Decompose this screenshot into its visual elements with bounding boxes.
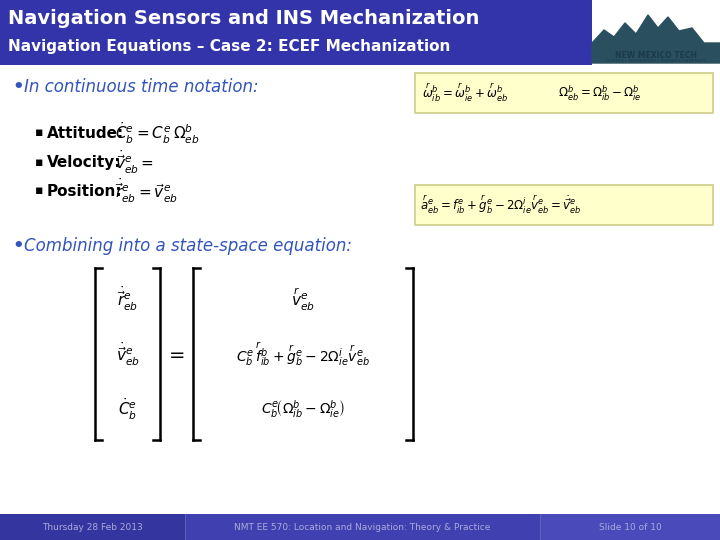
Text: $\dot{\vec{r}}_{eb}^{e} = \vec{v}_{eb}^{e}$: $\dot{\vec{r}}_{eb}^{e} = \vec{v}_{eb}^{… [115, 177, 178, 205]
Text: $\dot{C}_{b}^{e}$: $\dot{C}_{b}^{e}$ [119, 396, 138, 422]
Text: $\dot{C}_{b}^{e} = C_{b}^{e}\,\Omega_{eb}^{b}$: $\dot{C}_{b}^{e} = C_{b}^{e}\,\Omega_{eb… [115, 120, 199, 146]
Bar [540, 514, 720, 540]
Text: SCIENCE • ENGINEERING • RESEARCH UNIVERSITY: SCIENCE • ENGINEERING • RESEARCH UNIVERS… [607, 59, 706, 63]
Bar [185, 514, 540, 540]
Text: $\dot{\vec{r}}_{eb}^{e}$: $\dot{\vec{r}}_{eb}^{e}$ [117, 285, 139, 313]
Text: NEW MEXICO TECH: NEW MEXICO TECH [615, 51, 697, 59]
Text: Navigation Sensors and INS Mechanization: Navigation Sensors and INS Mechanization [8, 9, 480, 28]
Text: $\Omega_{eb}^{b}=\Omega_{ib}^{b}-\Omega_{ie}^{b}$: $\Omega_{eb}^{b}=\Omega_{ib}^{b}-\Omega_… [558, 83, 642, 103]
Bar [0, 0, 720, 65]
Text: $C_{b}^{e}\,\overset{r}{f}_{ib}^{b}+\overset{r}{g}_{b}^{e}-2\Omega_{ie}^{i}\over: $C_{b}^{e}\,\overset{r}{f}_{ib}^{b}+\ove… [236, 340, 370, 368]
Text: Combining into a state-space equation:: Combining into a state-space equation: [24, 237, 352, 255]
Text: Attitude:: Attitude: [47, 125, 125, 140]
Text: •: • [12, 237, 24, 255]
Text: In continuous time notation:: In continuous time notation: [24, 78, 258, 96]
Text: $\dot{\vec{v}}_{eb}^{e}$: $\dot{\vec{v}}_{eb}^{e}$ [116, 340, 140, 368]
Text: ▪: ▪ [35, 126, 43, 139]
Text: Position:: Position: [47, 184, 122, 199]
Text: ▪: ▪ [35, 185, 43, 198]
Text: Navigation Equations – Case 2: ECEF Mechanization: Navigation Equations – Case 2: ECEF Mech… [8, 39, 451, 55]
Text: NMT EE 570: Location and Navigation: Theory & Practice: NMT EE 570: Location and Navigation: The… [234, 523, 490, 531]
Text: $=$: $=$ [165, 345, 185, 363]
Bar [415, 73, 713, 113]
Bar [0, 514, 185, 540]
Text: $\overset{r}{\omega}_{ib}^{b}=\overset{r}{\omega}_{ie}^{b}+\overset{r}{\omega}_{: $\overset{r}{\omega}_{ib}^{b}=\overset{r… [422, 82, 508, 104]
Text: ▪: ▪ [35, 156, 43, 168]
Text: $\dot{\vec{v}}_{eb}^{e} =$: $\dot{\vec{v}}_{eb}^{e} =$ [115, 148, 154, 176]
Text: $\overset{r}{v}_{eb}^{e}$: $\overset{r}{v}_{eb}^{e}$ [291, 285, 315, 313]
Text: Slide 10 of 10: Slide 10 of 10 [598, 523, 662, 531]
Text: •: • [12, 78, 24, 96]
Text: $C_{b}^{e}\!\left(\Omega_{ib}^{b}-\Omega_{ie}^{b}\right)$: $C_{b}^{e}\!\left(\Omega_{ib}^{b}-\Omega… [261, 398, 345, 420]
Text: $\overset{r}{a}_{eb}^{e}=f_{ib}^{e}+\overset{r}{g}_{b}^{e}-2\Omega_{ie}^{i}\over: $\overset{r}{a}_{eb}^{e}=f_{ib}^{e}+\ove… [420, 194, 582, 216]
Text: Velocity:: Velocity: [47, 154, 122, 170]
Bar [592, 0, 720, 65]
Text: Thursday 28 Feb 2013: Thursday 28 Feb 2013 [42, 523, 143, 531]
Polygon shape [592, 15, 720, 63]
Bar [415, 185, 713, 225]
